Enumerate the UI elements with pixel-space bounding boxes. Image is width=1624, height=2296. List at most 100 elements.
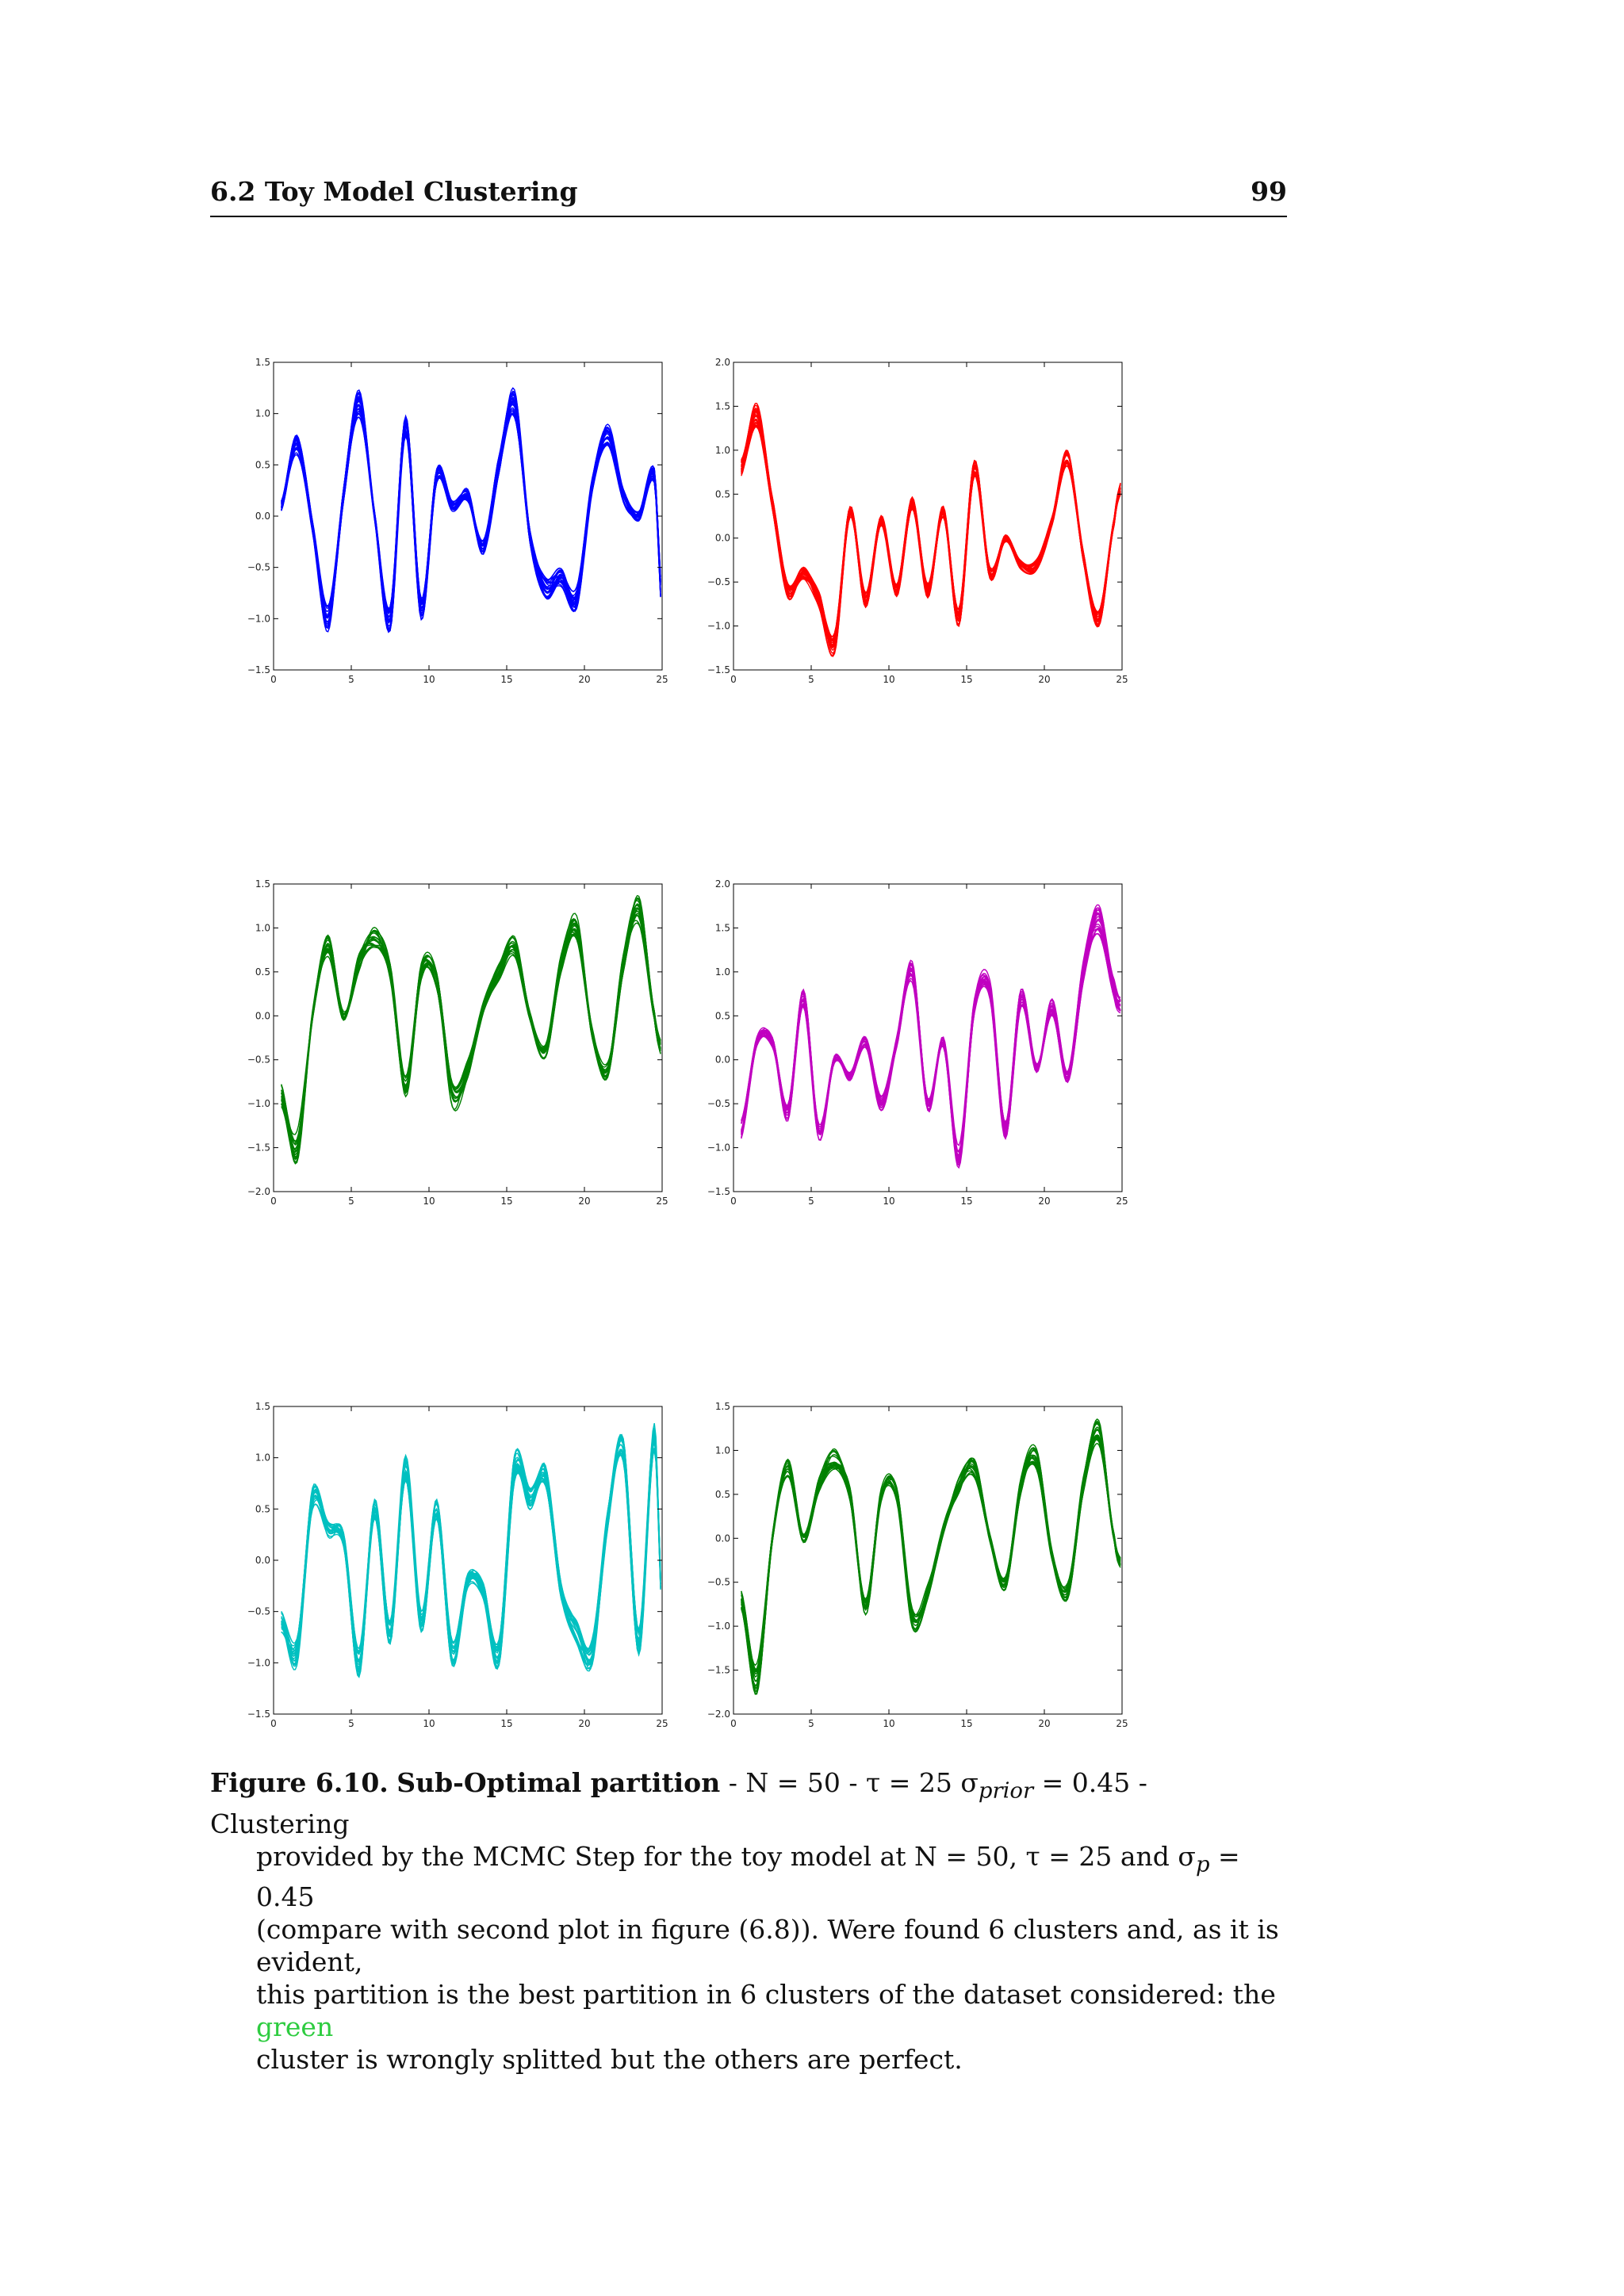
- y-tick-label: 1.0: [255, 1452, 270, 1464]
- caption-line-5: cluster is wrongly splitted but the othe…: [256, 2044, 963, 2076]
- plot-frame: [273, 362, 663, 671]
- series-line: [281, 400, 661, 626]
- y-tick-label: −0.5: [707, 1577, 730, 1588]
- x-tick-label: 0: [270, 1196, 277, 1207]
- x-tick-label: 0: [270, 1718, 277, 1729]
- x-tick-label: 25: [1116, 674, 1128, 685]
- y-tick-label: 1.0: [715, 445, 730, 456]
- series-line: [741, 419, 1121, 645]
- series-line: [741, 913, 1121, 1158]
- x-tick-label: 20: [1038, 1718, 1050, 1729]
- caption-line-2: provided by the MCMC Step for the toy mo…: [210, 1840, 1287, 1914]
- y-tick-label: −1.5: [707, 1665, 730, 1676]
- caption-sub-p: p: [1195, 1851, 1210, 1877]
- y-tick-label: −0.5: [247, 1606, 270, 1617]
- series-line: [281, 897, 661, 1160]
- x-tick-label: 5: [348, 1718, 354, 1729]
- series-line: [741, 1437, 1121, 1695]
- y-tick-label: 2.0: [715, 878, 730, 890]
- y-tick-label: 0.5: [715, 488, 730, 499]
- series-line: [741, 1437, 1121, 1693]
- plot-cyan: 0 5 10 15 20 25 1.5 1.0 0.5 0.0 −0.5 −1.0 −1.5: [247, 1401, 668, 1729]
- y-tick-label: 1.5: [715, 922, 730, 933]
- y-tick-label: −2.0: [247, 1186, 270, 1197]
- curves-group: [741, 904, 1121, 1169]
- plot-red: 0 5 10 15 20 25 2.0 1.5 1.0 0.5 0.0 −0.5 −1.0 −1.5: [707, 357, 1128, 685]
- series-line: [281, 913, 661, 1152]
- y-tick-label: −2.0: [707, 1709, 730, 1720]
- caption-sub-prior: prior: [978, 1777, 1034, 1804]
- series-line: [281, 914, 661, 1143]
- y-tick-label: 0.0: [715, 1533, 730, 1544]
- series-line: [741, 923, 1121, 1158]
- caption-line-4: this partition is the best partition in …: [210, 1978, 1287, 2043]
- series-line: [281, 904, 661, 1165]
- y-tick-label: 0.0: [255, 1010, 270, 1021]
- caption-line-1: Figure 6.10. Sub-Optimal partition - N =…: [210, 1766, 1287, 1840]
- y-tick-label: 1.0: [255, 408, 270, 419]
- y-tick-label: −1.5: [247, 1142, 270, 1154]
- series-line: [741, 1421, 1121, 1671]
- series-line: [741, 412, 1121, 641]
- plot-green-1: 0 5 10 15 20 25 1.5 1.0 0.5 0.0 −0.5 −1.0 −1.5 −2.0: [247, 878, 668, 1207]
- x-tick-label: 15: [960, 1718, 972, 1729]
- caption-line2-tail: = 0.45: [256, 1840, 1240, 1913]
- x-tick-label: 20: [578, 1196, 590, 1207]
- y-tick-label: 1.5: [255, 357, 270, 368]
- y-tick-label: 0.0: [255, 511, 270, 522]
- y-tick-label: 1.0: [715, 1445, 730, 1456]
- series-line: [741, 1436, 1121, 1687]
- y-tick-label: 0.5: [715, 1010, 730, 1021]
- y-tick-label: 0.0: [715, 1054, 730, 1066]
- series-line: [281, 1433, 661, 1670]
- series-line: [741, 410, 1121, 644]
- series-line: [281, 908, 661, 1154]
- series-line: [741, 404, 1121, 637]
- y-tick-label: 1.5: [715, 1401, 730, 1412]
- x-tick-label: 5: [808, 1196, 814, 1207]
- curves-group: [281, 1422, 661, 1678]
- series-line: [741, 916, 1121, 1162]
- y-tick-label: −1.0: [707, 1142, 730, 1154]
- series-line: [741, 918, 1121, 1167]
- series-line: [741, 1420, 1121, 1667]
- x-tick-label: 15: [960, 1196, 972, 1207]
- series-line: [281, 907, 661, 1161]
- caption-label: Figure 6.10.: [210, 1767, 389, 1798]
- x-tick-label: 0: [270, 674, 277, 685]
- section-title: 6.2 Toy Model Clustering: [210, 176, 578, 207]
- series-line: [741, 1428, 1121, 1689]
- x-tick-label: 25: [656, 1196, 668, 1207]
- series-line: [741, 414, 1121, 641]
- series-line: [741, 418, 1121, 649]
- figure-caption: Figure 6.10. Sub-Optimal partition - N =…: [210, 1766, 1287, 2076]
- series-line: [741, 1426, 1121, 1695]
- y-tick-label: −1.0: [707, 621, 730, 632]
- series-line: [741, 408, 1121, 648]
- y-tick-label: 0.5: [255, 1503, 270, 1514]
- plot-frame: [733, 883, 1123, 1192]
- series-line: [741, 909, 1121, 1154]
- caption-title: Sub-Optimal partition: [396, 1767, 721, 1798]
- plot-blue: 0 5 10 15 20 25 1.5 1.0 0.5 0.0 −0.5 −1.0 −1.5: [247, 357, 668, 685]
- y-tick-label: 1.5: [715, 400, 730, 411]
- plot-green-2: 0 5 10 15 20 25 1.5 1.0 0.5 0.0 −0.5 −1.0 −1.5 −2.0: [707, 1401, 1128, 1729]
- y-tick-label: −0.5: [707, 1098, 730, 1109]
- series-line: [741, 928, 1121, 1165]
- caption-line-3: (compare with second plot in figure (6.8…: [256, 1914, 1279, 1978]
- series-line: [281, 908, 661, 1165]
- series-line: [741, 403, 1121, 652]
- y-tick-label: −1.0: [247, 1657, 270, 1668]
- curves-group: [741, 403, 1121, 657]
- y-tick-label: 0.5: [715, 1489, 730, 1500]
- y-tick-label: 1.5: [255, 1401, 270, 1412]
- x-tick-label: 10: [883, 1196, 894, 1207]
- plot-frame: [733, 362, 1123, 671]
- series-line: [741, 1433, 1121, 1678]
- x-tick-label: 10: [423, 1196, 435, 1207]
- page-header: 6.2 Toy Model Clustering 99: [210, 176, 1287, 217]
- x-tick-label: 5: [348, 1196, 354, 1207]
- curves-group: [741, 1418, 1121, 1695]
- series-line: [741, 408, 1121, 648]
- x-tick-label: 20: [578, 674, 590, 685]
